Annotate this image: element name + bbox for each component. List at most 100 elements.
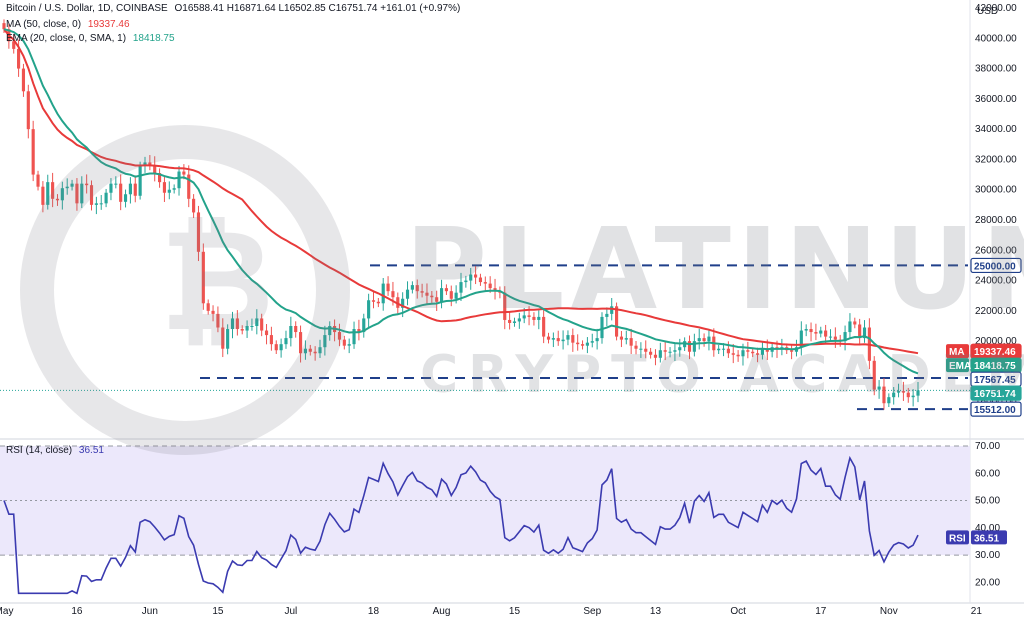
ema-legend-value: 18418.75 xyxy=(132,33,175,44)
candle-body xyxy=(527,315,531,317)
candle-body xyxy=(911,395,915,398)
candle-body xyxy=(624,338,628,340)
candle-body xyxy=(678,347,682,351)
price-tick-label: 34000.00 xyxy=(975,124,1017,135)
price-tag xyxy=(970,257,1022,274)
candle-body xyxy=(668,351,672,353)
candle-body xyxy=(877,386,881,390)
candle-body xyxy=(405,289,410,299)
candle-body xyxy=(687,341,692,352)
candle-body xyxy=(430,295,434,298)
time-axis[interactable]: May 16 Jun 15 Jul 18 Aug 15 Sep 13 Oct 17 Nov 21 xyxy=(0,606,982,617)
ma-legend[interactable]: MA (50, close, 0) 19337.46 xyxy=(6,19,130,30)
time-tick-label: 13 xyxy=(650,606,662,617)
candle-body xyxy=(906,392,910,398)
ohlc-readout: O16588.41 H16871.64 L16502.85 C16751.74 … xyxy=(174,3,461,14)
candle-body xyxy=(639,348,643,350)
currency-label: USD xyxy=(977,6,998,17)
candle-body xyxy=(36,174,40,187)
rsi-tick-label: 30.00 xyxy=(975,550,1000,561)
rsi-legend-value: 36.51 xyxy=(78,445,104,456)
candle-body xyxy=(707,336,711,342)
rsi-legend[interactable]: RSI (14, close) 36.51 xyxy=(6,445,104,456)
candle-body xyxy=(892,392,896,398)
watermark-title: PLATINUM xyxy=(405,205,1024,335)
candle-body xyxy=(17,48,21,69)
candle-body xyxy=(600,316,604,339)
candle-body xyxy=(580,344,585,346)
candle-body xyxy=(386,283,390,292)
candle-body xyxy=(649,351,653,355)
price-tag-name: EMA xyxy=(949,361,971,372)
rsi-tick-label: 70.00 xyxy=(975,441,1000,452)
rsi-name-tag xyxy=(946,530,969,545)
candle-body xyxy=(605,313,609,317)
time-tick-label: Jul xyxy=(284,606,297,617)
candle-body xyxy=(916,390,920,396)
candle-body xyxy=(595,338,599,342)
candle-body xyxy=(882,386,886,404)
candle-body xyxy=(46,182,50,205)
symbol-title: Bitcoin / U.S. Dollar, 1D, COINBASE xyxy=(6,3,168,14)
rsi-tick-label: 20.00 xyxy=(975,577,1000,588)
candle-body xyxy=(26,91,30,130)
ma-legend-value: 19337.46 xyxy=(87,19,130,30)
candle-body xyxy=(449,291,453,299)
time-tick-label: Nov xyxy=(880,606,898,617)
price-tick-label: 36000.00 xyxy=(975,94,1017,105)
price-tag-label: 17567.45 xyxy=(974,375,1016,386)
price-tag-label: 15512.00 xyxy=(974,405,1016,416)
candle-body xyxy=(41,186,45,205)
candle-body xyxy=(391,291,395,298)
candle-body xyxy=(765,348,769,352)
ema-legend[interactable]: EMA (20, close, 0, SMA, 1) 18418.75 xyxy=(6,33,175,44)
candle-body xyxy=(542,316,546,337)
candle-body xyxy=(478,277,483,283)
time-tick-label: 15 xyxy=(509,606,521,617)
candle-body xyxy=(619,336,624,340)
rsi-axis[interactable]: 70.00 60.00 50.00 40.00 30.00 20.00 xyxy=(975,441,1000,588)
candle-body xyxy=(352,329,356,345)
candle-body xyxy=(658,350,662,358)
candle-body xyxy=(546,336,551,340)
candle-body xyxy=(629,338,633,346)
candle-body xyxy=(12,41,16,49)
candle-body xyxy=(435,297,439,302)
candle-body xyxy=(843,332,847,342)
candle-body xyxy=(420,291,424,293)
time-tick-label: 16 xyxy=(71,606,83,617)
candle-body xyxy=(590,341,594,343)
candle-body xyxy=(804,329,808,331)
candle-body xyxy=(488,283,492,289)
candle-body xyxy=(396,297,400,308)
candle-body xyxy=(367,300,371,319)
ma-legend-label: MA (50, close, 0) xyxy=(6,19,82,30)
candle-body xyxy=(896,391,901,393)
candle-body xyxy=(610,306,614,314)
candle-body xyxy=(21,68,26,92)
price-tick-label: 28000.00 xyxy=(975,215,1017,226)
candle-body xyxy=(576,342,580,345)
candle-body xyxy=(551,338,555,340)
price-tag-label: 25000.00 xyxy=(974,261,1016,272)
candle-body xyxy=(537,316,541,320)
symbol-legend: Bitcoin / U.S. Dollar, 1D, COINBASE O165… xyxy=(6,3,460,14)
time-tick-label: May xyxy=(0,606,13,617)
candle-body xyxy=(585,342,589,346)
candle-body xyxy=(454,292,458,299)
price-tick-label: 24000.00 xyxy=(975,276,1017,287)
candle-body xyxy=(522,315,526,319)
candle-body xyxy=(347,344,351,346)
time-tick-label: 18 xyxy=(368,606,380,617)
rsi-band xyxy=(0,445,970,556)
time-tick-label: Oct xyxy=(730,606,746,617)
candle-body xyxy=(532,316,536,320)
candle-body xyxy=(493,288,497,292)
price-tick-label: 26000.00 xyxy=(975,245,1017,256)
candle-body xyxy=(508,319,512,323)
candle-body xyxy=(362,318,366,333)
candle-body xyxy=(653,354,658,358)
watermark-subtitle: CRYPTO ACADEMY xyxy=(420,345,1024,405)
candle-body xyxy=(702,338,706,342)
